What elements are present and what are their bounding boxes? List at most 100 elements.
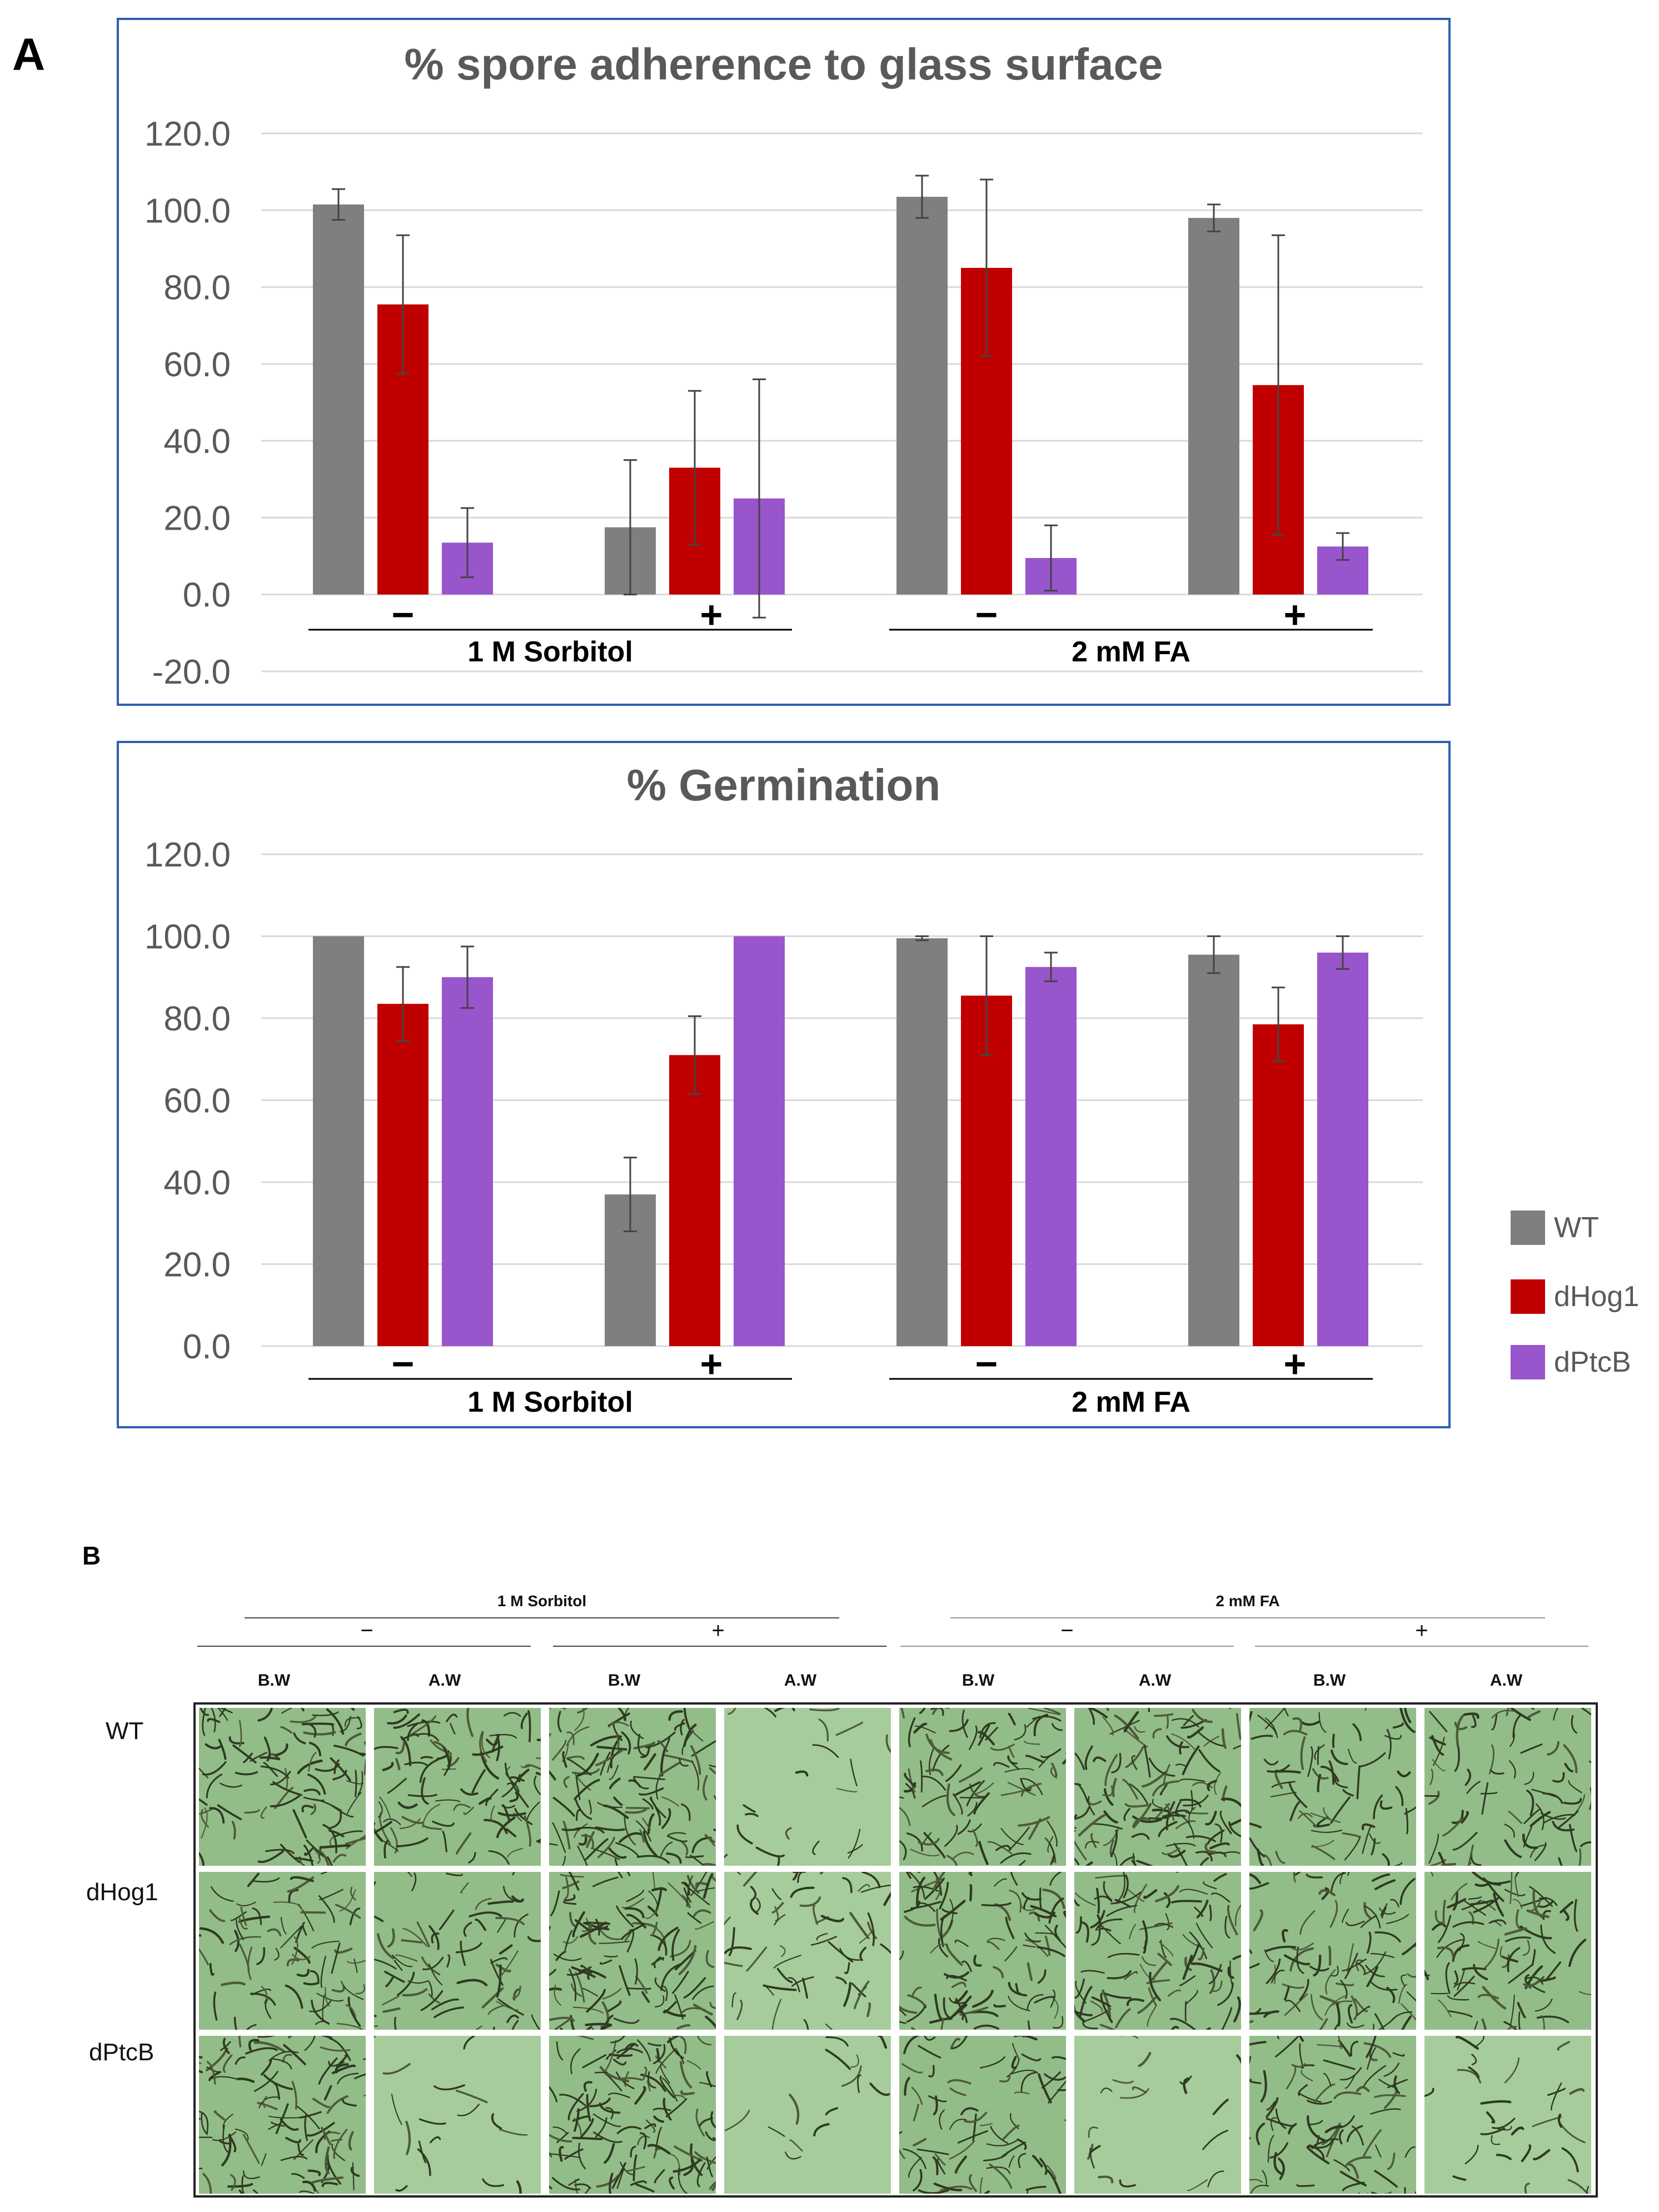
hypha-mark: [1190, 1790, 1193, 1811]
hypha-mark: [1318, 1889, 1336, 1896]
hypha-mark: [1340, 1980, 1348, 1999]
hypha-mark: [679, 2061, 693, 2089]
hypha-mark: [274, 1947, 280, 1961]
hypha-mark: [696, 2162, 706, 2188]
hypha-mark: [664, 1736, 670, 1751]
hypha-mark: [1165, 1735, 1189, 1748]
hypha-mark: [1094, 1895, 1113, 1902]
hypha-mark: [471, 1769, 486, 1793]
hypha-mark: [1523, 1976, 1545, 1987]
hypha-mark: [690, 1729, 704, 1742]
hypha-mark: [1329, 2000, 1353, 2007]
hypha-mark: [1275, 1851, 1286, 1864]
hypha-mark: [1023, 1944, 1036, 1948]
micro-col-2: A.W: [428, 1671, 461, 1690]
hypha-mark: [979, 2177, 983, 2194]
hypha-mark: [433, 2084, 465, 2091]
hypha-mark: [1285, 2000, 1301, 2012]
hypha-mark: [1266, 1958, 1281, 1984]
hypha-mark: [1359, 1752, 1386, 1768]
hypha-mark: [1474, 2021, 1478, 2030]
hypha-mark: [1099, 2024, 1116, 2030]
hypha-mark: [1172, 1718, 1199, 1728]
hypha-mark: [967, 1802, 978, 1817]
bar: [896, 938, 948, 1346]
hypha-mark: [1348, 2163, 1359, 2179]
hypha-mark: [788, 1977, 800, 1992]
hypha-mark: [1558, 1857, 1563, 1866]
hypha-mark: [973, 1782, 994, 1795]
hypha-mark: [395, 1954, 418, 1962]
hypha-mark: [421, 1956, 441, 1976]
hypha-mark: [570, 2048, 581, 2075]
hypha-mark: [353, 1959, 358, 1974]
hypha-mark: [585, 1838, 609, 1861]
hypha-mark: [1379, 1907, 1396, 1915]
hypha-mark: [384, 1970, 405, 1983]
hypha-mark: [549, 1843, 558, 1846]
hypha-mark: [1091, 1930, 1101, 1946]
hypha-mark: [667, 1832, 686, 1836]
hypha-mark: [1363, 2042, 1392, 2058]
hypha-mark: [672, 1971, 689, 1994]
hypha-mark: [1507, 1947, 1521, 1972]
hypha-mark: [397, 1971, 415, 1996]
hypha-mark: [1366, 2036, 1377, 2058]
hypha-mark: [260, 1806, 267, 1819]
micro-row-dptcb: dPtcB: [89, 2039, 155, 2066]
hypha-mark: [1429, 1736, 1446, 1746]
micrograph-background: [724, 1872, 891, 2030]
hypha-mark: [580, 2118, 594, 2139]
hypha-mark: [1027, 2190, 1029, 2194]
hypha-mark: [1194, 1906, 1204, 1917]
hypha-mark: [1027, 1962, 1033, 1981]
hypha-mark: [357, 1771, 363, 1795]
hypha-mark: [924, 1877, 945, 1900]
hypha-mark: [1311, 1829, 1343, 1834]
hypha-mark: [374, 1959, 397, 1970]
y-tick-label: 100.0: [145, 192, 231, 230]
hypha-mark: [1496, 2154, 1512, 2160]
hypha-mark: [1429, 1711, 1448, 1732]
hypha-mark: [536, 1839, 541, 1842]
hypha-mark: [986, 2139, 1019, 2146]
hypha-mark: [1022, 1892, 1042, 1901]
hypha-mark: [1288, 2123, 1297, 2135]
hypha-mark: [1087, 1796, 1095, 1816]
hypha-mark: [1504, 1927, 1527, 1936]
hypha-mark: [1090, 1833, 1097, 1849]
hypha-mark: [341, 1980, 364, 2000]
hypha-mark: [1447, 1898, 1467, 1909]
hypha-mark: [199, 1934, 202, 1947]
hypha-mark: [1129, 1924, 1136, 1940]
hypha-mark: [332, 1770, 347, 1781]
hypha-mark: [1062, 1752, 1066, 1765]
hypha-mark: [1344, 2074, 1356, 2089]
hypha-mark: [990, 1743, 1015, 1751]
hypha-mark: [1457, 1968, 1466, 1990]
hypha-mark: [592, 1876, 619, 1887]
hypha-mark: [928, 2065, 935, 2078]
hypha-mark: [1366, 1931, 1372, 1954]
hypha-mark: [908, 1717, 916, 1747]
hypha-mark: [1111, 1752, 1122, 1773]
hypha-mark: [395, 2185, 408, 2192]
hypha-mark: [271, 2121, 285, 2127]
hypha-mark: [930, 1708, 944, 1716]
hypha-mark: [390, 1827, 398, 1854]
hypha-mark: [1366, 1966, 1379, 1987]
hypha-mark: [640, 2074, 666, 2092]
hypha-mark: [904, 1915, 936, 1927]
hypha-mark: [1374, 2013, 1385, 2030]
hypha-mark: [1232, 1954, 1241, 1960]
hypha-mark: [724, 2110, 750, 2131]
hypha-mark: [1107, 1952, 1140, 1959]
hypha-mark: [312, 1711, 339, 1716]
micrograph-image: [199, 2036, 366, 2194]
hypha-mark: [231, 1821, 236, 1840]
hypha-mark: [1362, 2129, 1382, 2158]
hypha-mark: [1050, 1989, 1056, 2008]
hypha-mark: [320, 1956, 326, 1988]
hypha-mark: [1503, 2021, 1517, 2030]
micrograph-tile: [899, 2036, 1066, 2194]
